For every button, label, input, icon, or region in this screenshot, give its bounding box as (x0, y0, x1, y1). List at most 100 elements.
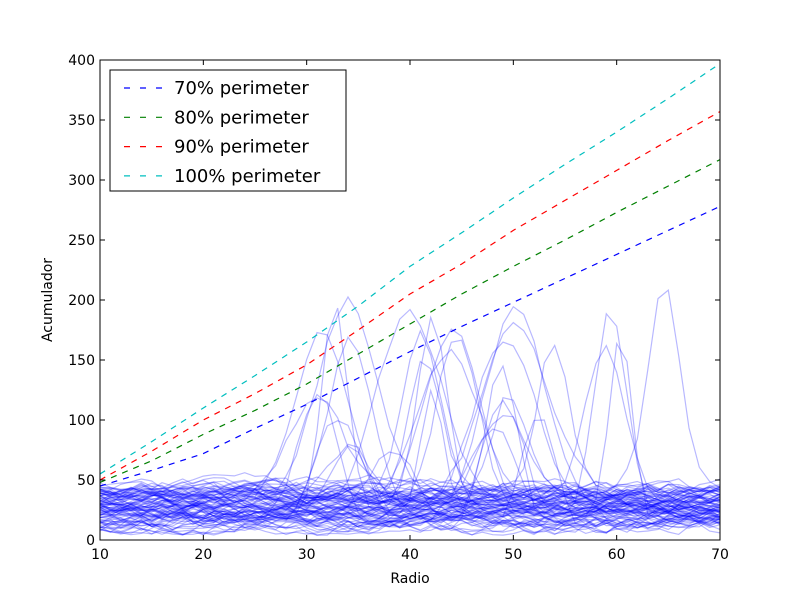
background-curve (100, 341, 720, 524)
x-tick-label: 30 (298, 547, 316, 563)
background-curve (100, 497, 720, 517)
background-curve (100, 360, 720, 502)
background-curve (100, 490, 720, 512)
background-curve (100, 480, 720, 506)
background-curve (100, 344, 720, 506)
background-curve (100, 364, 720, 535)
background-curve (100, 494, 720, 516)
background-curve (100, 487, 720, 509)
background-curve (100, 329, 720, 502)
legend-label-4: 100% perimeter (174, 166, 321, 187)
background-curve (100, 504, 720, 529)
background-curve (100, 428, 720, 517)
background-curve (100, 335, 720, 518)
background-curve (100, 472, 720, 496)
legend-label-3: 90% perimeter (174, 137, 309, 158)
background-curve (100, 516, 720, 536)
background-curve (100, 341, 720, 525)
background-curve (100, 498, 720, 519)
background-curve (100, 399, 720, 532)
background-curve (100, 483, 720, 510)
background-curve (100, 396, 720, 504)
background-curve (100, 489, 720, 512)
background-curve (100, 484, 720, 508)
y-tick-label: 400 (68, 53, 95, 69)
background-curve (100, 477, 720, 503)
background-curve (100, 492, 720, 514)
background-curve (100, 505, 720, 526)
background-curve (100, 495, 720, 520)
background-curve (100, 483, 720, 505)
background-curve (100, 305, 720, 533)
y-tick-label: 100 (68, 413, 95, 429)
background-curve (100, 388, 720, 528)
y-tick-label: 150 (68, 353, 95, 369)
background-curve (100, 420, 720, 534)
background-curve (100, 315, 720, 518)
background-curve (100, 478, 720, 505)
background-curve (100, 419, 720, 534)
background-curve (100, 348, 720, 515)
series-line-3 (100, 111, 720, 481)
background-curve (100, 474, 720, 497)
background-curve (100, 506, 720, 527)
y-tick-label: 300 (68, 173, 95, 189)
background-curve (100, 489, 720, 509)
background-curve (100, 514, 720, 536)
y-tick-label: 350 (68, 113, 95, 129)
background-curve (100, 503, 720, 528)
background-curve (100, 479, 720, 501)
background-curve (100, 331, 720, 510)
background-curve (100, 476, 720, 502)
background-curve (100, 499, 720, 519)
y-tick-label: 0 (86, 533, 95, 549)
background-curve (100, 487, 720, 509)
background-curve (100, 393, 720, 529)
y-axis-label: Acumulador (40, 258, 56, 342)
background-curve (100, 494, 720, 520)
background-curve (100, 489, 720, 513)
series-line-2 (100, 159, 720, 483)
background-curve (100, 510, 720, 533)
background-curve (100, 486, 720, 510)
background-curve (100, 499, 720, 525)
background-curve (100, 507, 720, 528)
x-tick-label: 10 (91, 547, 109, 563)
series-line-4 (100, 63, 720, 475)
x-tick-label: 60 (608, 547, 626, 563)
background-curve (100, 443, 720, 520)
background-curve (100, 477, 720, 503)
background-curve (100, 307, 720, 522)
background-curve (100, 480, 720, 505)
background-curve (100, 484, 720, 510)
background-curve (100, 497, 720, 520)
background-curve (100, 477, 720, 503)
background-curve (100, 510, 720, 535)
background-curve (100, 494, 720, 524)
background-curve (100, 451, 720, 533)
background-curve (100, 510, 720, 536)
y-tick-label: 200 (68, 293, 95, 309)
background-curve (100, 312, 720, 522)
background-curve (100, 397, 720, 513)
background-curve (100, 511, 720, 531)
background-curve (100, 502, 720, 526)
background-curve (100, 328, 720, 517)
x-tick-label: 70 (711, 547, 729, 563)
x-axis-label: Radio (390, 571, 429, 587)
background-curve (100, 508, 720, 535)
legend: 70% perimeter 80% perimeter 90% perimeter 1… (109, 69, 347, 192)
background-curve (100, 308, 720, 517)
background-curve (100, 486, 720, 505)
background-curve (100, 512, 720, 536)
series-line-1 (100, 205, 720, 487)
background-curve (100, 498, 720, 522)
legend-box (109, 69, 347, 192)
y-tick-label: 250 (68, 233, 95, 249)
background-curve (100, 494, 720, 522)
background-curve (100, 487, 720, 514)
x-tick-label: 20 (194, 547, 212, 563)
legend-label-2: 80% perimeter (174, 107, 309, 128)
background-curve (100, 500, 720, 526)
